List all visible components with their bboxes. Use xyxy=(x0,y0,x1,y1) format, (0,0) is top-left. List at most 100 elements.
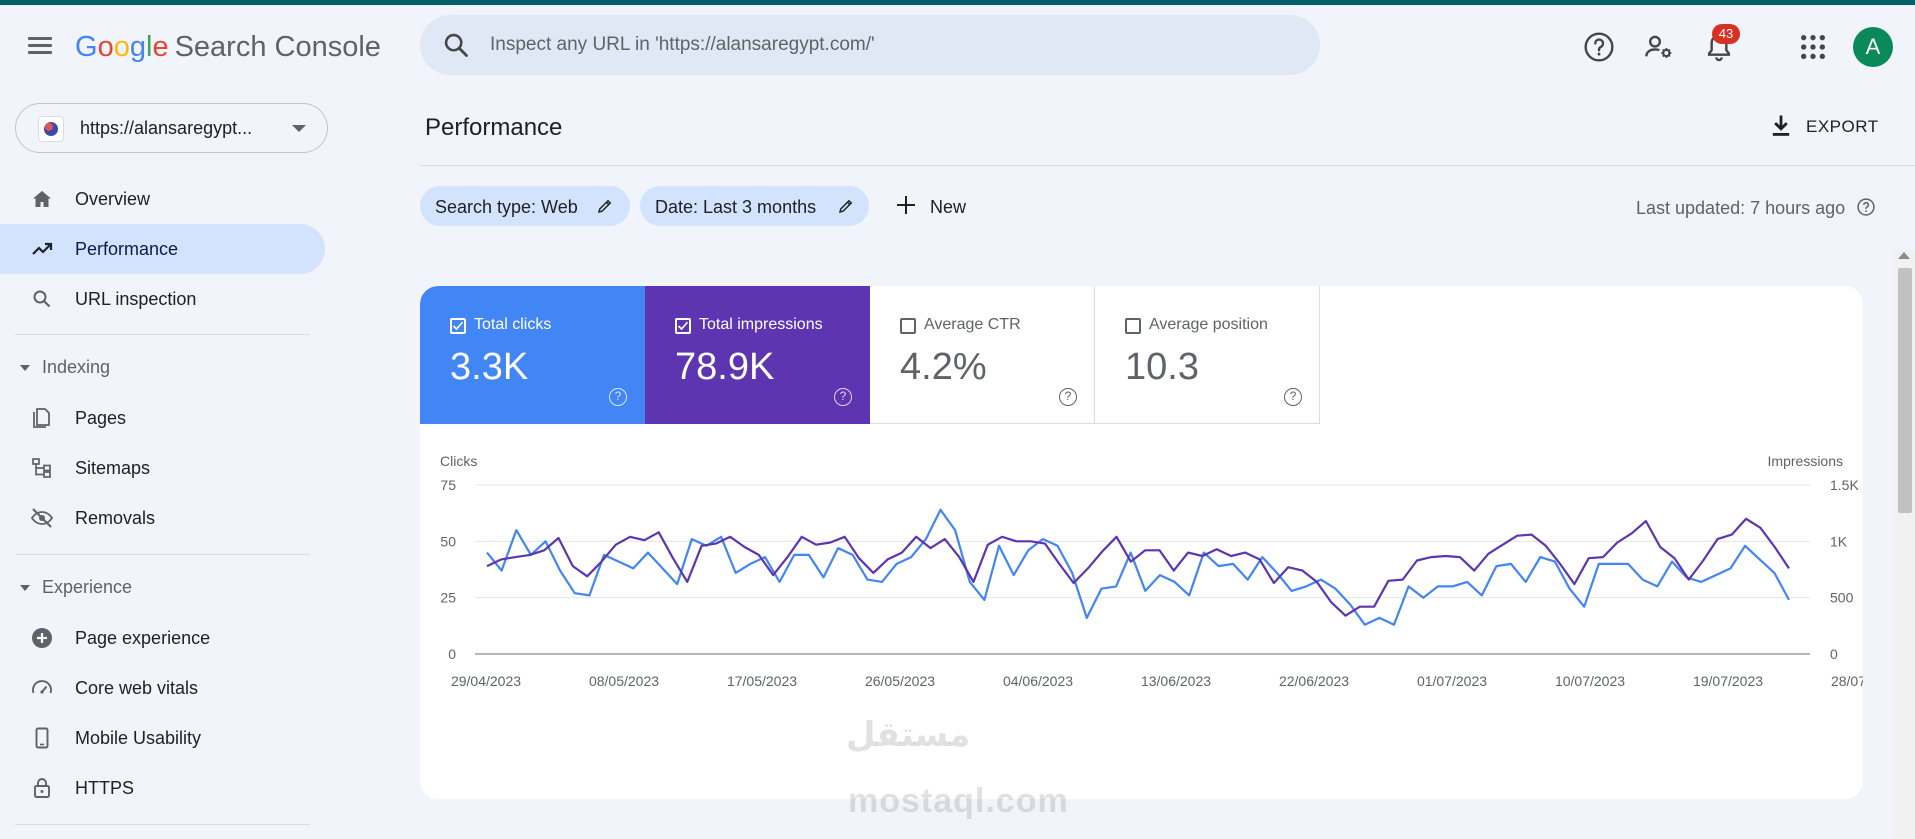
metric-label: Average position xyxy=(1149,316,1268,333)
help-icon[interactable] xyxy=(1583,31,1615,63)
edit-pencil-icon xyxy=(597,199,612,214)
checkbox-unchecked[interactable] xyxy=(900,318,916,334)
property-url: https://alansaregypt... xyxy=(80,118,253,138)
y-left-axis-label: Clicks xyxy=(440,453,477,469)
section-title: Indexing xyxy=(42,357,111,377)
edit-pencil-icon xyxy=(838,199,853,214)
header-divider xyxy=(420,165,1915,166)
sidebar-item-url-inspection[interactable]: URL inspection xyxy=(0,274,325,324)
metric-label: Total impressions xyxy=(699,316,823,333)
watermark-logo: mostaql.com xyxy=(848,782,1069,820)
download-icon xyxy=(1772,115,1790,136)
add-circle-icon xyxy=(32,628,52,648)
checkbox-checked[interactable] xyxy=(450,318,466,334)
manage-users-icon[interactable] xyxy=(1643,31,1675,63)
performance-card: Total clicks 3.3K ? Total impressions 78… xyxy=(420,286,1863,799)
property-selector[interactable]: https://alansaregypt... xyxy=(15,103,328,153)
metric-average-position[interactable]: Average position 10.3 ? xyxy=(1095,286,1320,424)
filter-chip-label: Date: Last 3 months xyxy=(655,197,817,217)
logo-letter: g xyxy=(129,31,146,63)
y-left-tick-label: 25 xyxy=(440,590,456,606)
sidebar-divider xyxy=(15,824,310,825)
home-icon xyxy=(33,191,51,207)
metric-value: 4.2% xyxy=(900,346,987,388)
help-icon[interactable]: ? xyxy=(609,388,627,406)
sidebar-item-core-web-vitals[interactable]: Core web vitals xyxy=(0,663,325,713)
apps-grid-icon[interactable] xyxy=(1797,31,1829,63)
metric-total-impressions[interactable]: Total impressions 78.9K ? xyxy=(645,286,870,424)
sidebar-item-label: Performance xyxy=(75,239,179,259)
url-inspect-search-bar[interactable] xyxy=(420,15,1320,75)
eye-off-icon xyxy=(30,508,54,528)
last-updated-status: Last updated: 7 hours ago xyxy=(1636,197,1876,219)
x-tick-label: 22/06/2023 xyxy=(1279,673,1349,689)
x-tick-label: 13/06/2023 xyxy=(1141,673,1211,689)
lock-icon xyxy=(34,778,50,798)
sidebar-item-label: HTTPS xyxy=(75,778,135,798)
sidebar-item-label: Core web vitals xyxy=(75,678,199,698)
sidebar-item-label: URL inspection xyxy=(75,289,197,309)
checkbox-unchecked[interactable] xyxy=(1125,318,1141,334)
y-right-tick-label: 0 xyxy=(1830,646,1838,662)
product-name: Search Console xyxy=(174,31,381,63)
series-line-impressions xyxy=(486,517,1790,617)
sidebar-item-sitemaps[interactable]: Sitemaps xyxy=(0,443,325,493)
sidebar-item-label: Removals xyxy=(75,508,156,528)
metric-label: Average CTR xyxy=(924,316,1021,333)
metric-value: 10.3 xyxy=(1125,346,1199,388)
scroll-up-arrow-icon[interactable] xyxy=(1898,252,1910,259)
gauge-icon xyxy=(32,680,52,694)
new-filter-label: New xyxy=(930,197,967,217)
metric-total-clicks[interactable]: Total clicks 3.3K ? xyxy=(420,286,645,424)
metric-value: 78.9K xyxy=(675,346,775,388)
scrollbar-thumb[interactable] xyxy=(1898,268,1912,513)
export-label: EXPORT xyxy=(1806,117,1879,136)
x-tick-label: 08/05/2023 xyxy=(589,673,659,689)
y-left-tick-label: 50 xyxy=(440,533,456,549)
sidebar-item-overview[interactable]: Overview xyxy=(0,174,325,224)
collapse-triangle-icon xyxy=(20,365,30,372)
help-icon[interactable]: ? xyxy=(834,388,852,406)
x-tick-label: 04/06/2023 xyxy=(1003,673,1073,689)
sidebar-section-indexing[interactable]: Indexing xyxy=(20,357,110,378)
help-icon[interactable]: ? xyxy=(1059,388,1077,406)
sidebar-item-page-experience[interactable]: Page experience xyxy=(0,613,325,663)
sidebar-item-performance[interactable]: Performance xyxy=(0,224,325,274)
menu-bar xyxy=(28,44,52,47)
x-tick-label: 10/07/2023 xyxy=(1555,673,1625,689)
filter-chip-search-type[interactable]: Search type: Web xyxy=(420,186,630,226)
help-icon[interactable] xyxy=(1856,197,1876,217)
phone-icon xyxy=(35,727,49,749)
app-logo[interactable]: Google Search Console xyxy=(75,31,381,64)
metric-value: 3.3K xyxy=(450,346,529,388)
performance-chart: 0 25 50 75 0 500 1K 1.5K Clicks Impressions 29/04/… xyxy=(440,453,1863,689)
logo-letter: e xyxy=(152,31,169,63)
y-right-tick-label: 1.5K xyxy=(1830,477,1859,493)
search-icon xyxy=(444,33,468,57)
trending-icon xyxy=(32,242,53,255)
sidebar-divider xyxy=(15,554,310,555)
sidebar-item-removals[interactable]: Removals xyxy=(0,493,325,543)
sidebar-item-https[interactable]: HTTPS xyxy=(0,763,325,813)
x-tick-label: 01/07/2023 xyxy=(1417,673,1487,689)
y-right-tick-label: 500 xyxy=(1830,590,1854,606)
menu-bar xyxy=(28,51,52,54)
x-tick-label: 19/07/2023 xyxy=(1693,673,1763,689)
url-inspect-input[interactable] xyxy=(490,29,1290,61)
sitemap-icon xyxy=(32,458,51,478)
metric-average-ctr[interactable]: Average CTR 4.2% ? xyxy=(870,286,1095,424)
y-right-axis-label: Impressions xyxy=(1768,453,1843,469)
main-menu-button[interactable] xyxy=(24,33,56,65)
metric-label: Total clicks xyxy=(474,316,552,333)
menu-bar xyxy=(28,37,52,40)
help-icon[interactable]: ? xyxy=(1284,388,1302,406)
account-avatar[interactable]: A xyxy=(1853,27,1893,67)
filter-chip-date[interactable]: Date: Last 3 months xyxy=(640,186,869,226)
sidebar-item-label: Mobile Usability xyxy=(75,728,202,748)
sidebar-section-experience[interactable]: Experience xyxy=(20,577,132,598)
pages-icon xyxy=(33,408,50,428)
sidebar-item-mobile-usability[interactable]: Mobile Usability xyxy=(0,713,325,763)
checkbox-checked[interactable] xyxy=(675,318,691,334)
sidebar-item-pages[interactable]: Pages xyxy=(0,393,325,443)
